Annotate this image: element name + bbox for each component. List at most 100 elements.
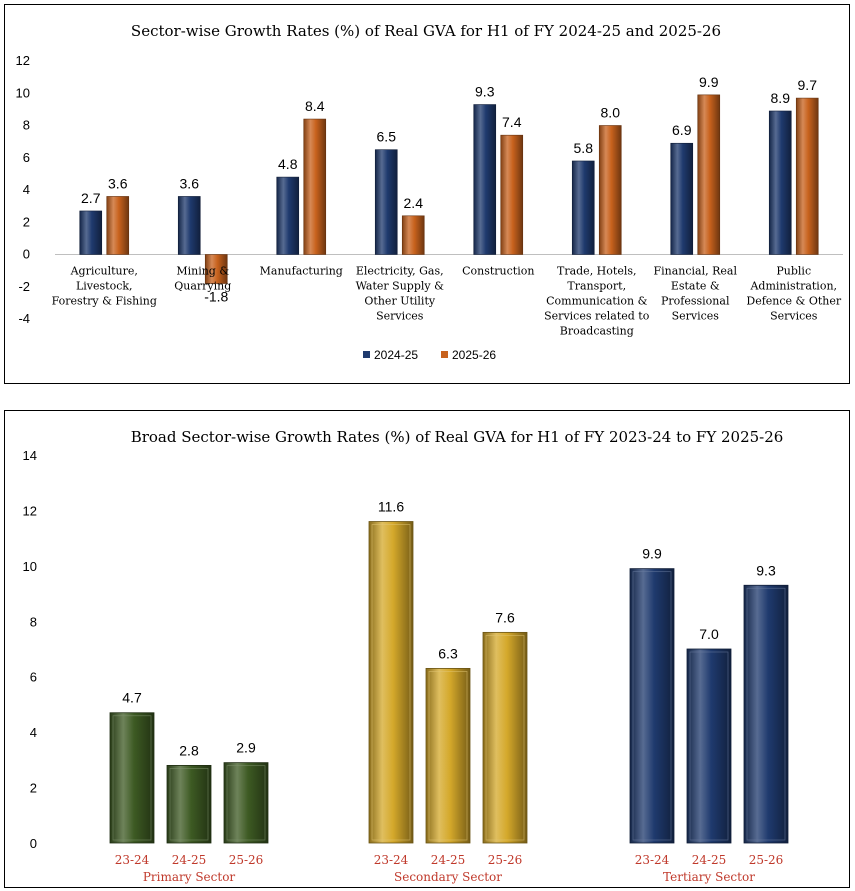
bar-25-26 bbox=[223, 762, 269, 844]
category-label-line: Services bbox=[770, 310, 818, 323]
category-label: Mining & Quarrying bbox=[174, 265, 231, 293]
sector-growth-chart: Sector-wise Growth Rates (%) of Real GVA… bbox=[16, 22, 843, 362]
category-label-line: Water Supply & bbox=[356, 280, 445, 293]
category-label-line: Quarrying bbox=[174, 280, 231, 293]
bar-2025-26 bbox=[795, 97, 819, 255]
category-label-line: Administration, bbox=[749, 280, 837, 293]
broad-sector-growth-chart: Broad Sector-wise Growth Rates (%) of Re… bbox=[23, 428, 789, 884]
year-label: 25-26 bbox=[488, 853, 523, 867]
category-label-line: Professional bbox=[661, 295, 730, 308]
chart-title: Broad Sector-wise Growth Rates (%) of Re… bbox=[131, 428, 784, 446]
category-label-line: Estate & bbox=[671, 280, 720, 293]
bar-23-24 bbox=[368, 521, 414, 844]
category-label-line: Financial, Real bbox=[654, 265, 738, 278]
y-tick-label: -4 bbox=[18, 311, 30, 326]
bar-2025-26 bbox=[204, 254, 228, 284]
y-tick-label: 0 bbox=[23, 247, 30, 262]
category-label-line: Public bbox=[776, 265, 811, 278]
bar-2025-26 bbox=[598, 125, 622, 255]
category-label-line: Manufacturing bbox=[260, 265, 343, 278]
year-label: 23-24 bbox=[374, 853, 409, 867]
sector-group-label: Primary Sector bbox=[143, 870, 236, 884]
category-label-line: Services bbox=[376, 310, 424, 323]
bar-2025-26 bbox=[500, 134, 524, 255]
category-label-line: Communication & bbox=[546, 295, 647, 308]
data-label: 9.7 bbox=[798, 77, 818, 93]
sector-group-label: Secondary Sector bbox=[394, 870, 502, 884]
category-label-line: Mining & bbox=[176, 265, 229, 278]
bar-2024-25 bbox=[670, 142, 694, 255]
bar-2025-26 bbox=[697, 94, 721, 255]
y-tick-label: 8 bbox=[23, 118, 30, 133]
bar-bevel bbox=[371, 524, 411, 841]
legend-label: 2024-25 bbox=[374, 348, 418, 362]
bar-24-25 bbox=[686, 648, 732, 844]
y-tick-label: 10 bbox=[23, 559, 37, 574]
bar-2024-25 bbox=[79, 210, 103, 255]
bar-2024-25 bbox=[177, 196, 201, 255]
y-tick-label: 14 bbox=[23, 448, 37, 463]
category-label: Public Administration, Defence & Other Serv… bbox=[746, 265, 841, 323]
legend-swatch bbox=[363, 351, 370, 358]
data-label: 4.8 bbox=[278, 156, 298, 172]
year-label: 23-24 bbox=[115, 853, 150, 867]
bar-bevel bbox=[485, 634, 525, 841]
y-tick-label: 0 bbox=[30, 836, 37, 851]
data-label: 2.9 bbox=[236, 740, 256, 756]
data-label: 9.9 bbox=[642, 546, 662, 562]
data-label: 9.3 bbox=[756, 562, 776, 578]
year-label: 23-24 bbox=[635, 853, 670, 867]
y-tick-label: 4 bbox=[23, 182, 30, 197]
category-label-line: Broadcasting bbox=[560, 325, 634, 338]
data-label: 5.8 bbox=[574, 140, 594, 156]
data-label: 7.0 bbox=[699, 626, 719, 642]
bar-2025-26 bbox=[106, 196, 130, 255]
bar-bevel bbox=[746, 587, 786, 841]
bar-2024-25 bbox=[768, 110, 792, 255]
category-label-line: Electricity, Gas, bbox=[356, 265, 444, 278]
category-label-line: Services related to bbox=[544, 310, 650, 323]
category-label: Financial, Real Estate & Professional Servi… bbox=[654, 265, 738, 323]
category-label-line: Livestock, bbox=[76, 280, 133, 293]
data-label: 8.9 bbox=[771, 90, 791, 106]
category-label-line: Services bbox=[672, 310, 720, 323]
category-label-line: Transport, bbox=[567, 280, 626, 293]
data-label: 7.4 bbox=[502, 114, 522, 130]
year-label: 24-25 bbox=[692, 853, 727, 867]
bar-2024-25 bbox=[473, 104, 497, 255]
bar-bevel bbox=[226, 765, 266, 841]
category-label-line: Forestry & Fishing bbox=[52, 295, 157, 308]
broad-sector-growth-chart-panel: Broad Sector-wise Growth Rates (%) of Re… bbox=[4, 410, 850, 888]
bar-2024-25 bbox=[374, 149, 398, 255]
bar-2025-26 bbox=[401, 215, 425, 255]
y-tick-label: 2 bbox=[23, 214, 30, 229]
legend-label: 2025-26 bbox=[452, 348, 496, 362]
bar-bevel bbox=[689, 651, 729, 841]
category-label-line: Trade, Hotels, bbox=[557, 265, 637, 278]
bar-bevel bbox=[169, 767, 209, 841]
chart-title: Sector-wise Growth Rates (%) of Real GVA… bbox=[131, 22, 721, 40]
data-label: 2.4 bbox=[404, 195, 424, 211]
bar-24-25 bbox=[425, 667, 471, 844]
y-tick-label: 12 bbox=[23, 503, 37, 518]
y-tick-label: 4 bbox=[30, 725, 37, 740]
y-tick-label: 6 bbox=[30, 670, 37, 685]
category-label: Trade, Hotels, Transport, Communication & S… bbox=[544, 265, 650, 338]
data-label: 8.4 bbox=[305, 98, 325, 114]
data-label: 6.3 bbox=[438, 645, 458, 661]
data-label: 9.9 bbox=[699, 74, 719, 90]
bar-bevel bbox=[428, 670, 468, 841]
y-tick-label: 2 bbox=[30, 781, 37, 796]
data-label: 7.6 bbox=[495, 609, 515, 625]
bar-23-24 bbox=[629, 568, 675, 844]
data-label: 11.6 bbox=[378, 499, 404, 515]
data-label: 3.6 bbox=[108, 175, 128, 191]
data-label: -1.8 bbox=[204, 289, 228, 305]
bar-2024-25 bbox=[276, 176, 300, 255]
data-label: 2.7 bbox=[81, 190, 101, 206]
y-tick-label: 12 bbox=[16, 53, 30, 68]
bar-bevel bbox=[632, 571, 672, 841]
year-label: 24-25 bbox=[431, 853, 466, 867]
bar-bevel bbox=[112, 715, 152, 841]
data-label: 4.7 bbox=[122, 690, 142, 706]
